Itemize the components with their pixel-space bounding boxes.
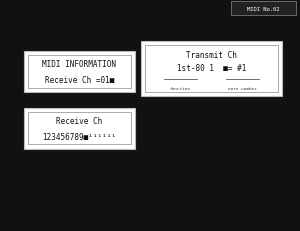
- Text: MIDI No.02: MIDI No.02: [247, 6, 280, 12]
- FancyBboxPatch shape: [231, 2, 296, 16]
- FancyBboxPatch shape: [28, 56, 131, 88]
- FancyBboxPatch shape: [28, 113, 131, 145]
- Text: 123456789■¹¹¹¹¹¹: 123456789■¹¹¹¹¹¹: [43, 132, 116, 141]
- Text: Receive Ch: Receive Ch: [56, 116, 103, 125]
- FancyBboxPatch shape: [141, 42, 282, 97]
- FancyBboxPatch shape: [145, 46, 278, 93]
- Text: 1st-80 1  ■= #1: 1st-80 1 ■= #1: [177, 64, 246, 73]
- FancyBboxPatch shape: [24, 109, 135, 149]
- Text: Receive Ch =01■: Receive Ch =01■: [45, 76, 114, 85]
- Text: function: function: [170, 86, 191, 90]
- Text: Transmit Ch: Transmit Ch: [186, 51, 237, 60]
- Text: note number: note number: [228, 86, 257, 90]
- FancyBboxPatch shape: [24, 52, 135, 92]
- Text: MIDI INFORMATION: MIDI INFORMATION: [43, 60, 116, 69]
